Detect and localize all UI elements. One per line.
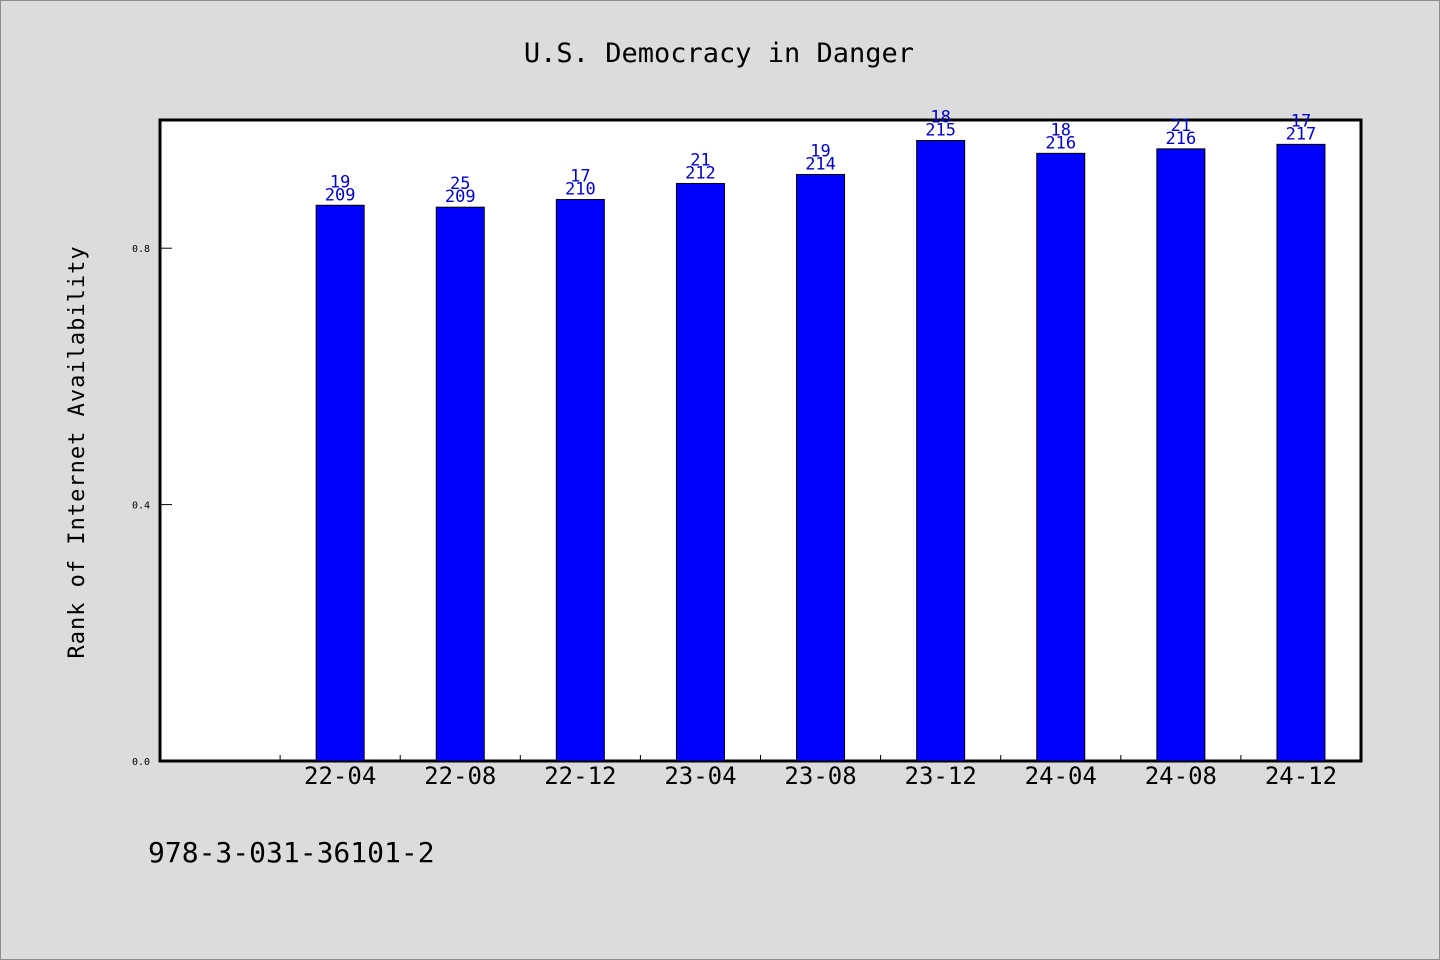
bar	[1156, 148, 1206, 762]
y-tick-label: 0.4	[132, 501, 150, 512]
data-label-bottom: 209	[445, 187, 476, 207]
data-label-bottom: 216	[1045, 133, 1076, 153]
data-label-top: 18	[1051, 120, 1071, 140]
chart-marks: 0.00.40.81920922-042520922-081721022-122…	[132, 108, 1337, 790]
x-tick-label: 24-08	[1145, 762, 1217, 790]
data-label-top: 19	[330, 172, 350, 192]
x-tick-label: 24-04	[1025, 762, 1097, 790]
chart-title: U.S. Democracy in Danger	[524, 38, 914, 69]
x-tick-label: 23-04	[664, 762, 736, 790]
data-label-bottom: 217	[1286, 124, 1317, 144]
bar	[315, 204, 365, 762]
data-label-bottom: 215	[925, 121, 956, 141]
data-label-bottom: 209	[325, 185, 356, 205]
data-label-top: 19	[810, 141, 830, 161]
x-tick-label: 23-12	[905, 762, 977, 790]
bar	[1276, 143, 1326, 762]
x-tick-label: 22-12	[544, 762, 616, 790]
bar	[796, 173, 846, 762]
data-label-bottom: 216	[1165, 129, 1196, 149]
x-tick-label: 22-08	[424, 762, 496, 790]
bar	[916, 140, 966, 762]
bar	[1036, 152, 1086, 762]
data-label-bottom: 210	[565, 179, 596, 199]
x-tick-label: 23-08	[784, 762, 856, 790]
data-label-top: 18	[930, 108, 950, 128]
x-tick-label: 22-04	[304, 762, 376, 790]
data-label-top: 21	[1171, 116, 1191, 136]
data-label-top: 17	[570, 166, 590, 186]
data-label-bottom: 214	[805, 154, 836, 174]
y-tick-label: 0.8	[132, 244, 150, 255]
data-label-bottom: 212	[685, 163, 716, 183]
x-tick-label: 24-12	[1265, 762, 1337, 790]
bar	[435, 206, 485, 762]
bar	[675, 182, 725, 762]
y-tick-label: 0.0	[132, 757, 150, 768]
y-axis-label: Rank of Internet Availability	[65, 245, 90, 658]
bar	[555, 198, 605, 762]
data-label-top: 25	[450, 174, 470, 194]
data-label-top: 17	[1291, 111, 1311, 131]
data-label-top: 21	[690, 150, 710, 170]
footer-isbn: 978-3-031-36101-2	[148, 836, 435, 869]
